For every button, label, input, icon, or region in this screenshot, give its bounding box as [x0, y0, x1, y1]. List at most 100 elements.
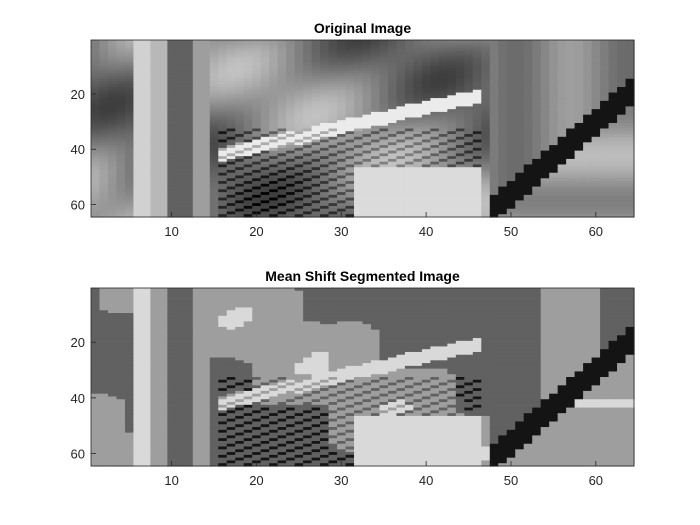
pixel-cell: [158, 211, 168, 215]
pixel-cell: [209, 181, 219, 185]
pixel-cell: [320, 150, 330, 154]
pixel-cell: [532, 288, 542, 292]
pixel-cell: [167, 40, 177, 44]
pixel-cell: [404, 106, 414, 110]
pixel-cell: [260, 315, 270, 320]
pixel-cell: [150, 197, 160, 202]
pixel-cell: [472, 156, 482, 160]
pixel-cell: [566, 175, 576, 179]
pixel-cell: [498, 45, 508, 49]
pixel-cell: [252, 67, 262, 72]
pixel-cell: [506, 106, 516, 110]
pixel-cell: [184, 172, 194, 177]
pixel-cell: [107, 106, 118, 110]
pixel-cell: [404, 313, 414, 317]
pixel-cell: [175, 169, 185, 174]
pixel-cell: [218, 89, 228, 94]
pixel-cell: [532, 117, 542, 121]
pixel-cell: [625, 307, 635, 311]
pixel-cell: [566, 142, 576, 146]
pixel-cell: [430, 172, 440, 177]
pixel-cell: [430, 205, 440, 210]
pixel-cell: [617, 203, 627, 207]
pixel-cell: [269, 318, 279, 322]
pixel-cell: [141, 321, 151, 325]
pixel-cell: [175, 92, 185, 96]
pixel-cell: [413, 111, 423, 116]
pixel-cell: [506, 125, 516, 130]
pixel-cell: [455, 156, 465, 160]
pixel-cell: [379, 183, 389, 188]
pixel-cell: [260, 301, 270, 306]
pixel-cell: [150, 172, 160, 177]
pixel-cell: [557, 67, 567, 72]
pixel-cell: [608, 87, 618, 91]
pixel-cell: [192, 48, 202, 52]
pixel-cell: [167, 186, 177, 190]
pixel-cell: [625, 200, 635, 204]
pixel-cell: [116, 321, 126, 325]
pixel-cell: [150, 324, 160, 328]
pixel-cell: [124, 290, 135, 295]
pixel-cell: [320, 318, 330, 322]
pixel-cell: [438, 307, 448, 311]
pixel-cell: [226, 122, 236, 127]
pixel-cell: [252, 92, 262, 96]
pixel-cell: [218, 296, 228, 300]
pixel-cell: [226, 78, 236, 83]
pixel-cell: [413, 158, 423, 163]
pixel-cell: [396, 64, 406, 69]
pixel-cell: [167, 181, 177, 185]
pixel-cell: [370, 45, 381, 49]
pixel-cell: [277, 194, 287, 199]
pixel-cell: [209, 117, 219, 121]
pixel-cell: [532, 318, 542, 322]
pixel-cell: [184, 142, 194, 146]
pixel-cell: [141, 95, 151, 99]
pixel-cell: [591, 89, 601, 94]
pixel-cell: [430, 288, 440, 292]
pixel-cell: [328, 172, 338, 177]
pixel-cell: [472, 315, 482, 320]
pixel-cell: [107, 214, 118, 218]
pixel-cell: [455, 318, 465, 322]
pixel-cell: [413, 315, 423, 320]
pixel-cell: [498, 78, 508, 83]
pixel-cell: [387, 288, 398, 292]
pixel-cell: [600, 109, 610, 113]
pixel-cell: [583, 131, 593, 135]
pixel-cell: [158, 56, 168, 60]
pixel-cell: [328, 117, 338, 121]
pixel-cell: [175, 290, 185, 295]
pixel-cell: [557, 161, 567, 166]
pixel-cell: [362, 192, 372, 196]
pixel-cell: [269, 186, 279, 190]
pixel-cell: [294, 197, 304, 202]
pixel-cell: [404, 200, 414, 204]
pixel-cell: [91, 117, 101, 121]
pixel-cell: [608, 92, 618, 96]
pixel-cell: [286, 106, 296, 110]
pixel-cell: [472, 186, 482, 190]
pixel-cell: [91, 197, 101, 202]
pixel-cell: [133, 51, 143, 55]
pixel-cell: [447, 164, 457, 168]
pixel-cell: [252, 40, 262, 44]
pixel-cell: [413, 134, 423, 138]
pixel-cell: [303, 290, 313, 295]
pixel-cell: [362, 290, 372, 295]
pixel-cell: [107, 145, 118, 149]
pixel-cell: [396, 178, 406, 182]
pixel-cell: [167, 161, 177, 166]
pixel-cell: [167, 59, 177, 63]
pixel-cell: [252, 106, 262, 110]
pixel-cell: [455, 95, 465, 99]
pixel-cell: [557, 181, 567, 185]
pixel-cell: [107, 324, 118, 328]
pixel-cell: [286, 186, 296, 190]
pixel-cell: [294, 111, 304, 116]
pixel-cell: [124, 301, 135, 306]
pixel-cell: [150, 134, 160, 138]
pixel-cell: [608, 145, 618, 149]
pixel-cell: [141, 89, 151, 94]
